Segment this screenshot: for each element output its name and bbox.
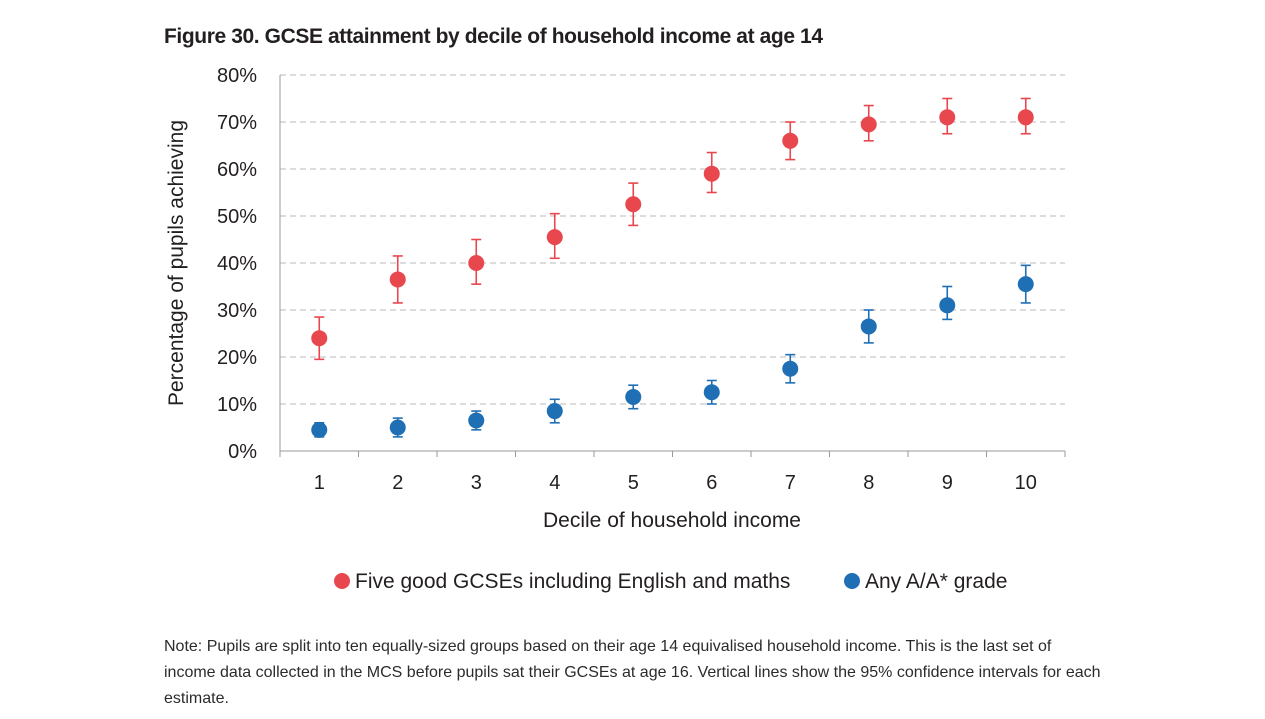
x-tick-label: 9 (942, 472, 953, 494)
chart: 0% 10% 20% 30% 40% 50% 60% 70% 80% 1 2 3 4 5 6 7 8 9 10 P… (165, 65, 1066, 593)
y-tick-label: 80% (217, 65, 257, 87)
data-point (468, 255, 485, 271)
legend-item: Any A/A* grade (844, 570, 1007, 593)
figure-title: Figure 30. GCSE attainment by decile of … (164, 25, 823, 48)
data-point (625, 196, 642, 213)
data-point (860, 318, 877, 335)
y-tick-label: 20% (217, 347, 257, 369)
data-point (625, 388, 642, 405)
x-tick-label: 7 (785, 472, 796, 494)
x-tick-label: 4 (549, 472, 560, 494)
data-point (782, 360, 799, 377)
x-axis-label: Decile of household income (543, 509, 801, 532)
data-point (939, 297, 956, 314)
legend-label: Any A/A* grade (865, 570, 1007, 593)
y-tick-label: 50% (217, 206, 257, 228)
x-tick-label: 5 (628, 472, 639, 494)
series-2 (311, 264, 1034, 438)
y-tick-label: 60% (217, 159, 257, 181)
axes (279, 75, 1066, 457)
data-point (389, 419, 406, 436)
x-tick-labels: 1 2 3 4 5 6 7 8 9 10 (314, 472, 1037, 494)
x-tick-label: 3 (471, 472, 482, 494)
y-axis-label: Percentage of pupils achieving (165, 120, 188, 406)
y-tick-label: 30% (217, 300, 257, 322)
series-1 (311, 97, 1034, 361)
y-tick-label: 0% (228, 441, 257, 463)
y-tick-label: 70% (217, 112, 257, 134)
x-tick-label: 8 (863, 472, 874, 494)
y-tick-label: 40% (217, 253, 257, 275)
x-tick-label: 6 (706, 472, 717, 494)
data-point (782, 132, 799, 149)
data-point (311, 421, 328, 438)
data-point (389, 271, 406, 288)
figure-note: Note: Pupils are split into ten equally-… (164, 638, 1101, 707)
data-point (546, 229, 563, 246)
x-tick-label: 10 (1015, 472, 1037, 494)
data-point (468, 412, 485, 429)
data-point (939, 109, 956, 126)
x-tick-label: 2 (392, 472, 403, 494)
gridlines (280, 74, 1065, 405)
y-tick-label: 10% (217, 394, 257, 416)
legend-marker (334, 573, 350, 589)
data-point (311, 330, 328, 347)
legend: Five good GCSEs including English and ma… (334, 570, 1007, 593)
data-point (1017, 276, 1034, 293)
data-point (703, 165, 720, 182)
y-tick-labels: 0% 10% 20% 30% 40% 50% 60% 70% 80% (217, 65, 257, 463)
data-marks (311, 97, 1034, 438)
data-point (546, 403, 563, 420)
legend-item: Five good GCSEs including English and ma… (334, 570, 790, 593)
x-tick-label: 1 (314, 472, 325, 494)
data-point (860, 116, 877, 133)
data-point (703, 384, 720, 401)
data-point (1017, 109, 1034, 126)
legend-label: Five good GCSEs including English and ma… (355, 570, 790, 593)
legend-marker (844, 573, 860, 589)
